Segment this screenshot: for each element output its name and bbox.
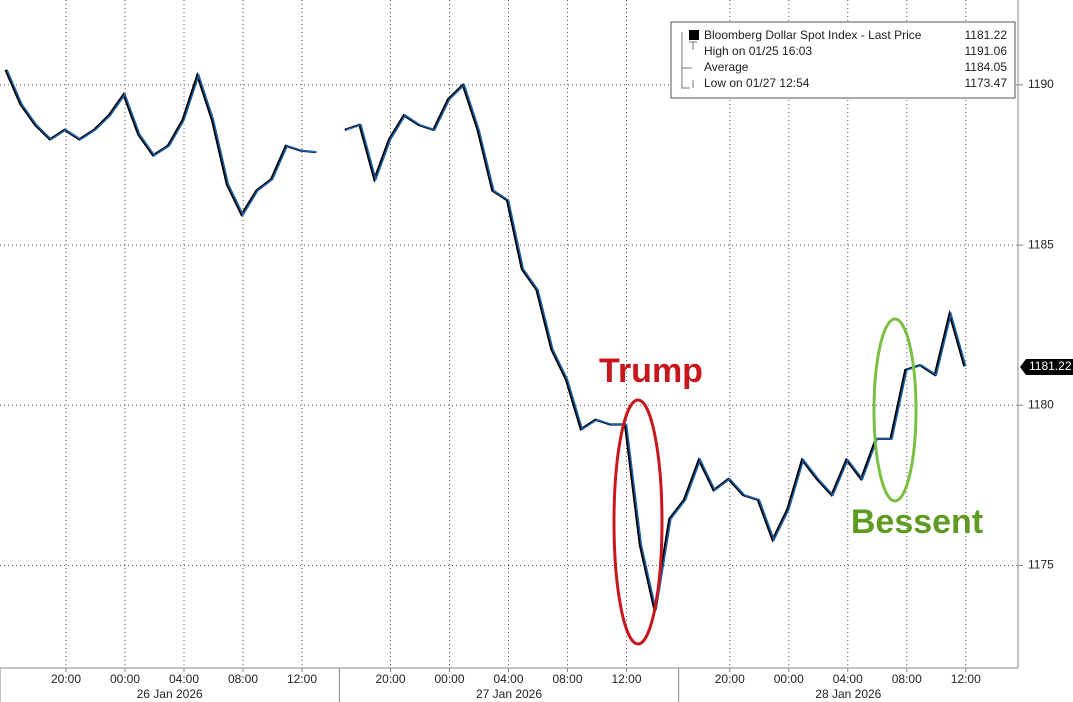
x-group-label: 26 Jan 2026: [137, 687, 203, 701]
last-price-label: 1181.22: [1029, 359, 1072, 373]
legend-box: [670, 21, 1016, 99]
y-tick-label: 1180: [1028, 397, 1054, 411]
x-tick-label: 12:00: [611, 672, 641, 686]
grid: [0, 0, 1018, 668]
legend-value: 1173.47: [965, 76, 1008, 90]
x-tick-label: 00:00: [774, 672, 804, 686]
x-group-label: 27 Jan 2026: [476, 687, 542, 701]
y-tick-label: 1175: [1028, 558, 1054, 572]
x-tick-label: 08:00: [552, 672, 582, 686]
y-tick-label: 1185: [1028, 237, 1054, 251]
plot-area: [4, 69, 967, 611]
x-tick-label: 00:00: [434, 672, 464, 686]
x-tick-label: 04:00: [833, 672, 863, 686]
last-price-marker: [1020, 359, 1073, 375]
legend-label: Low on 01/27 12:54: [704, 76, 810, 90]
last-price-tag: 1181.22: [1020, 359, 1073, 375]
y-tick-label: 1190: [1028, 77, 1054, 91]
legend-label: Average: [704, 60, 749, 74]
x-tick-label: 04:00: [169, 672, 199, 686]
x-tick-label: 08:00: [892, 672, 922, 686]
legend-label: Bloomberg Dollar Spot Index - Last Price: [704, 28, 922, 42]
annotation: Bessent: [851, 503, 983, 541]
bessent-ellipse: [872, 317, 918, 503]
line: [6, 69, 967, 611]
x-tick-label: 20:00: [51, 672, 81, 686]
x-tick-label: 12:00: [951, 672, 981, 686]
legend-value: 1184.05: [965, 60, 1008, 74]
annotation: Trump: [599, 352, 703, 390]
legend-icons: [681, 32, 697, 89]
x-tick-label: 20:00: [715, 672, 745, 686]
legend-swatch: [689, 30, 699, 40]
x-tick-label: 20:00: [375, 672, 405, 686]
x-group-label: 28 Jan 2026: [815, 687, 881, 701]
x-tick-label: 04:00: [493, 672, 523, 686]
legend-value: 1191.06: [965, 44, 1008, 58]
x-tick-label: 00:00: [110, 672, 140, 686]
x-tick-label: 08:00: [228, 672, 258, 686]
trump-ellipse: [612, 398, 664, 646]
legend-value: 1181.22: [965, 28, 1008, 42]
legend: Bloomberg Dollar Spot Index - Last Price…: [670, 21, 1016, 99]
legend-label: High on 01/25 16:03: [704, 44, 812, 58]
x-tick-label: 12:00: [287, 672, 317, 686]
